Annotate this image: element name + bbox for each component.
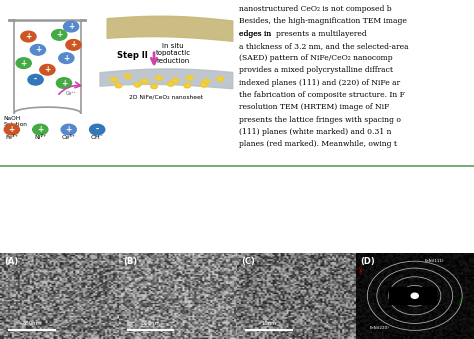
Circle shape xyxy=(28,75,43,85)
Text: (D): (D) xyxy=(360,257,375,266)
Text: presents the lattice fringes with spacing o: presents the lattice fringes with spacin… xyxy=(239,116,401,124)
Circle shape xyxy=(201,82,207,87)
Circle shape xyxy=(203,79,210,84)
Bar xyxy=(389,287,436,304)
Text: (C): (C) xyxy=(242,257,255,266)
Text: +: + xyxy=(20,59,27,67)
Circle shape xyxy=(134,82,141,87)
Text: +: + xyxy=(68,22,74,31)
Circle shape xyxy=(141,79,148,84)
Text: (A): (A) xyxy=(5,257,19,266)
Text: Ce³⁺: Ce³⁺ xyxy=(65,91,77,96)
Text: 500nm: 500nm xyxy=(141,321,160,326)
Text: planes (red marked). Meanwhile, owing t: planes (red marked). Meanwhile, owing t xyxy=(239,140,397,148)
Text: edges in: edges in xyxy=(239,29,274,38)
Text: Ce³⁺: Ce³⁺ xyxy=(62,135,76,140)
Circle shape xyxy=(90,124,105,135)
Circle shape xyxy=(56,78,72,88)
Text: (B): (B) xyxy=(123,257,137,266)
Circle shape xyxy=(411,293,418,298)
Text: FeNi(220): FeNi(220) xyxy=(370,326,390,330)
Circle shape xyxy=(40,64,55,75)
Circle shape xyxy=(110,77,117,82)
Text: NaOH
Solution: NaOH Solution xyxy=(4,116,27,127)
Text: 10nm: 10nm xyxy=(261,321,277,326)
Text: (SAED) pattern of NiFe/CeO₂ nanocomp: (SAED) pattern of NiFe/CeO₂ nanocomp xyxy=(239,54,393,62)
Circle shape xyxy=(184,83,191,88)
Circle shape xyxy=(186,76,193,80)
Circle shape xyxy=(4,124,19,135)
Circle shape xyxy=(66,40,81,50)
Text: +: + xyxy=(65,125,72,134)
Text: +: + xyxy=(61,79,67,87)
Text: CeO₂: CeO₂ xyxy=(460,295,464,305)
Text: the fabrication of composite structure. In F: the fabrication of composite structure. … xyxy=(239,91,405,99)
Circle shape xyxy=(33,124,48,135)
Text: (111) planes (white marked) and 0.31 n: (111) planes (white marked) and 0.31 n xyxy=(239,128,392,136)
Text: CeO₂: CeO₂ xyxy=(360,263,364,273)
Text: edges in  presents a multilayered: edges in presents a multilayered xyxy=(239,29,367,38)
Circle shape xyxy=(155,76,162,80)
Circle shape xyxy=(167,82,174,86)
Circle shape xyxy=(217,77,224,81)
Circle shape xyxy=(61,124,76,135)
Circle shape xyxy=(115,83,122,88)
Text: +: + xyxy=(9,125,15,134)
Text: +: + xyxy=(37,125,44,134)
Text: nanostructured CeO₂ is not composed b: nanostructured CeO₂ is not composed b xyxy=(239,5,392,13)
Text: 2D NiFe/CeO₂ nanosheet: 2D NiFe/CeO₂ nanosheet xyxy=(129,95,203,100)
Text: 500nm: 500nm xyxy=(23,321,41,326)
Text: +: + xyxy=(44,65,51,74)
Text: Ni²⁺: Ni²⁺ xyxy=(34,135,46,140)
Text: In situ
topotactic
reduction: In situ topotactic reduction xyxy=(155,43,191,64)
Text: resolution TEM (HRTEM) image of NiF: resolution TEM (HRTEM) image of NiF xyxy=(239,103,390,111)
Text: +: + xyxy=(25,32,32,41)
Text: +: + xyxy=(56,31,63,39)
Text: FeNi(111): FeNi(111) xyxy=(424,259,444,263)
Circle shape xyxy=(172,78,179,83)
Circle shape xyxy=(21,31,36,42)
Text: +: + xyxy=(35,45,41,54)
Text: OH⁻: OH⁻ xyxy=(91,135,104,140)
Circle shape xyxy=(151,84,157,89)
Text: -: - xyxy=(96,125,99,134)
Circle shape xyxy=(64,21,79,32)
Text: indexed planes (111) and (220) of NiFe ar: indexed planes (111) and (220) of NiFe a… xyxy=(239,79,401,87)
Circle shape xyxy=(30,44,46,55)
Text: provides a mixed polycrystalline diffract: provides a mixed polycrystalline diffrac… xyxy=(239,66,393,75)
Text: Step II: Step II xyxy=(118,51,148,60)
Circle shape xyxy=(16,58,31,68)
Text: +: + xyxy=(63,54,70,63)
Text: Fe²⁺: Fe²⁺ xyxy=(5,135,18,140)
Text: +: + xyxy=(70,40,77,49)
Circle shape xyxy=(125,74,131,79)
Text: Besides, the high-magnification TEM image: Besides, the high-magnification TEM imag… xyxy=(239,17,407,25)
Text: -: - xyxy=(34,75,37,84)
Circle shape xyxy=(59,53,74,63)
Circle shape xyxy=(52,29,67,40)
Text: a thickness of 3.2 nm, and the selected-area: a thickness of 3.2 nm, and the selected-… xyxy=(239,42,409,50)
